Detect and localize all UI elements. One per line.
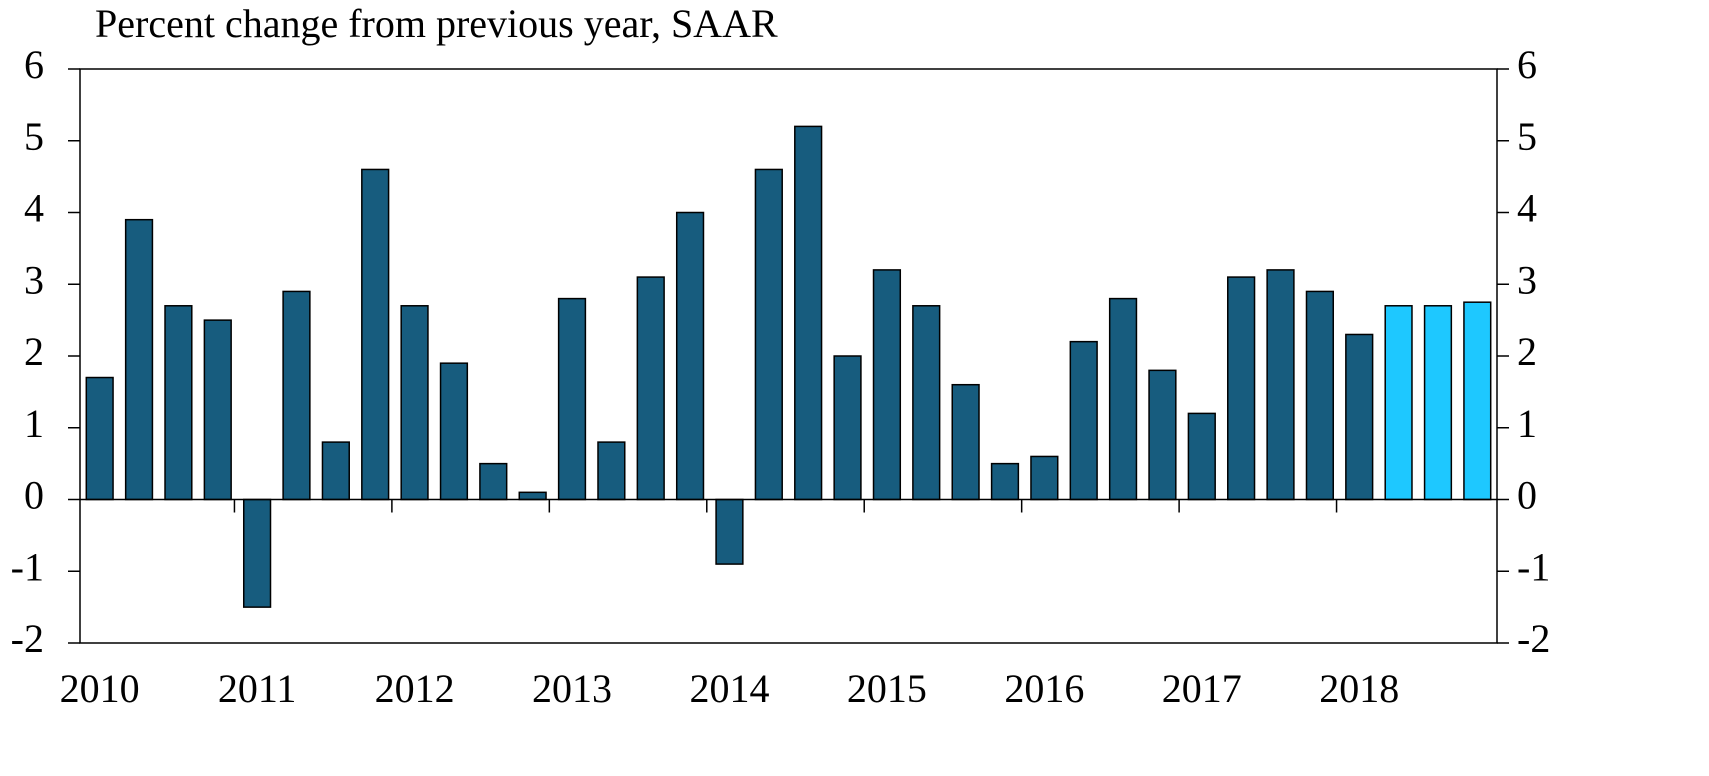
bar: [1030, 455, 1059, 501]
x-tick-label: 2016: [1004, 666, 1084, 711]
bar: [990, 462, 1020, 501]
y-tick-label-right: 5: [1517, 114, 1537, 159]
y-tick-label: 1: [24, 401, 44, 446]
bar: [1108, 297, 1138, 501]
bar: [1423, 305, 1453, 501]
bar: [1069, 340, 1098, 501]
y-tick-label: -2: [11, 616, 44, 661]
bar: [124, 218, 154, 501]
bar: [557, 297, 587, 501]
y-tick-label: -1: [11, 544, 44, 589]
bar: [242, 498, 272, 608]
x-tick-label: 2011: [218, 666, 297, 711]
y-tick-label: 6: [24, 42, 44, 87]
y-tick-label-right: 0: [1517, 473, 1537, 518]
bar: [754, 168, 783, 501]
bar: [1266, 269, 1295, 501]
y-tick-label-right: -1: [1517, 544, 1550, 589]
x-tick-label: 2012: [375, 666, 455, 711]
bar: [203, 319, 232, 501]
x-tick-label: 2010: [60, 666, 140, 711]
x-tick-label: 2013: [532, 666, 612, 711]
bar: [636, 276, 665, 501]
bar: [1463, 301, 1492, 501]
bar: [1305, 290, 1335, 501]
y-tick-label: 3: [24, 257, 44, 302]
bar: [85, 376, 114, 501]
bar: [479, 462, 508, 501]
bar: [1345, 333, 1374, 501]
bar: [1187, 412, 1216, 501]
bar: [164, 305, 193, 501]
bar: [833, 355, 862, 501]
x-tick-label: 2017: [1162, 666, 1242, 711]
bar: [439, 362, 469, 501]
bar: [675, 211, 705, 501]
y-tick-label: 0: [24, 473, 44, 518]
y-tick-label: 5: [24, 114, 44, 159]
bar: [951, 383, 980, 501]
bar: [400, 305, 429, 501]
bar: [597, 441, 626, 501]
bar: [1384, 305, 1413, 501]
bar: [321, 441, 350, 501]
y-tick-label-right: 2: [1517, 329, 1537, 374]
bar: [282, 290, 311, 501]
bar: [872, 269, 902, 501]
x-tick-label: 2015: [847, 666, 927, 711]
bar: [1227, 276, 1256, 501]
x-tick-label: 2018: [1319, 666, 1399, 711]
bar: [518, 491, 547, 501]
y-tick-label-right: 1: [1517, 401, 1537, 446]
bar: [715, 498, 744, 565]
y-tick-label: 2: [24, 329, 44, 374]
bar: [794, 125, 823, 501]
bar: [1148, 369, 1177, 501]
y-tick-label-right: 6: [1517, 42, 1537, 87]
chart-title: Percent change from previous year, SAAR: [95, 1, 778, 46]
x-tick-label: 2014: [689, 666, 769, 711]
bar: [912, 305, 941, 501]
y-tick-label-right: -2: [1517, 616, 1550, 661]
bar: [361, 168, 390, 501]
y-tick-label-right: 4: [1517, 186, 1537, 231]
y-tick-label: 4: [24, 186, 44, 231]
y-tick-label-right: 3: [1517, 257, 1537, 302]
